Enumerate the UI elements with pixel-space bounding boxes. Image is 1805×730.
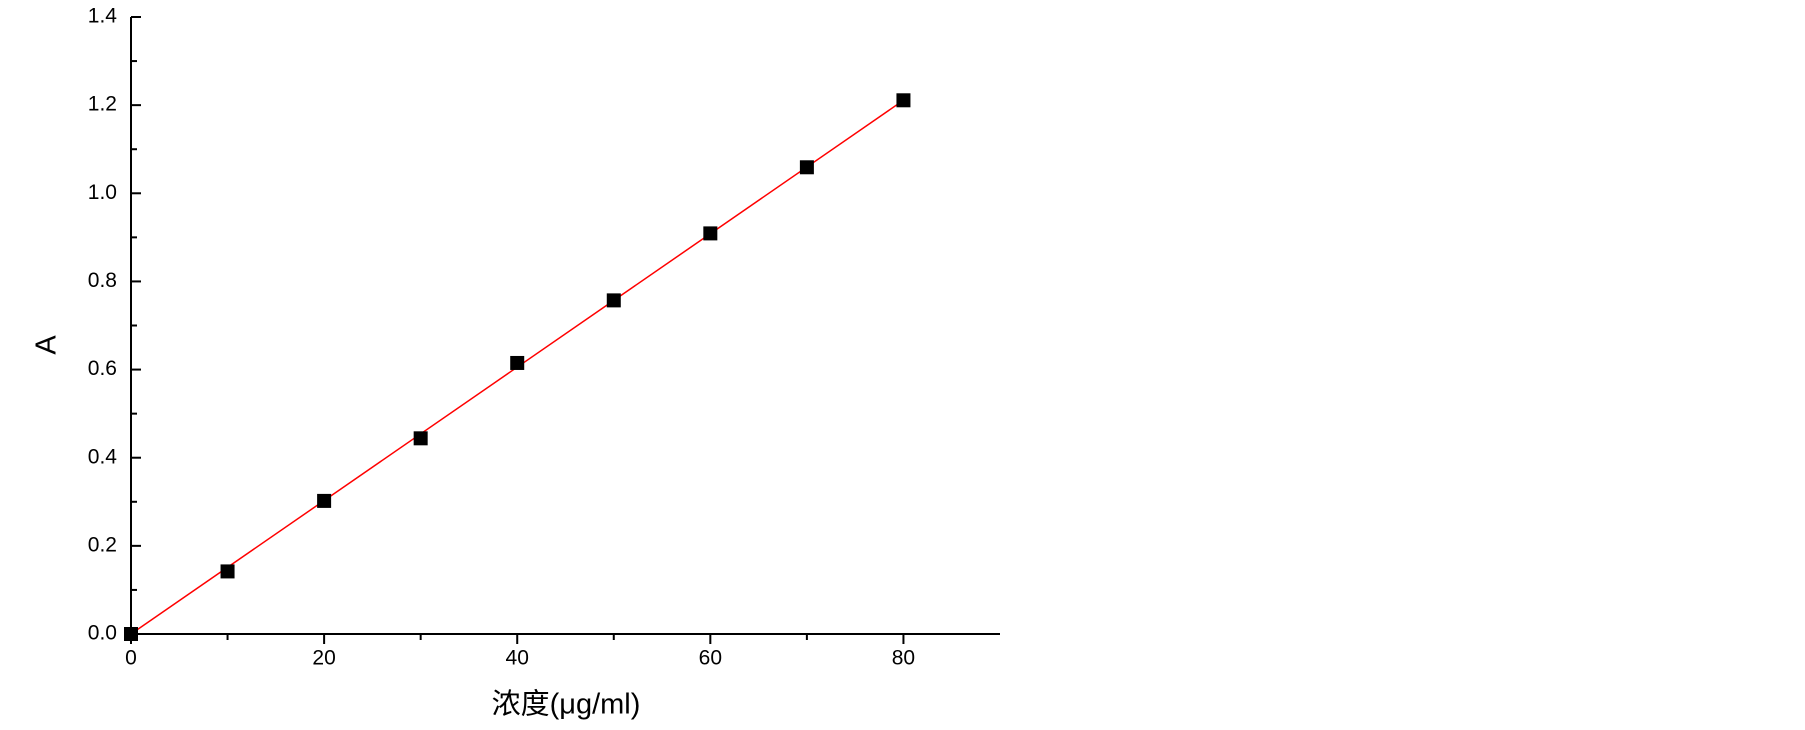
- x-tick-label: 80: [892, 647, 915, 670]
- point: [317, 493, 332, 508]
- y-tick-label: 0.8: [88, 269, 117, 292]
- x-tick-label: 40: [506, 647, 529, 670]
- point: [703, 226, 718, 241]
- x-axis-title: 浓度(μg/ml): [492, 688, 641, 721]
- point: [220, 564, 235, 579]
- point: [124, 627, 138, 641]
- y-tick-label: 1.2: [88, 93, 117, 116]
- point: [896, 93, 911, 108]
- point: [413, 431, 428, 446]
- point: [606, 293, 621, 308]
- point: [799, 160, 814, 175]
- x-tick-label: 60: [699, 647, 722, 670]
- point: [510, 355, 525, 370]
- y-tick-label: 0.0: [88, 622, 117, 645]
- x-tick-label: 20: [312, 647, 335, 670]
- y-axis-title: A: [31, 335, 63, 355]
- y-tick-label: 0.2: [88, 533, 117, 556]
- y-tick-label: 1.0: [88, 181, 117, 204]
- y-tick-label: 0.4: [88, 445, 118, 468]
- y-tick-label: 0.6: [88, 357, 117, 380]
- x-tick-label: 0: [125, 647, 137, 670]
- y-tick-label: 1.4: [88, 5, 118, 28]
